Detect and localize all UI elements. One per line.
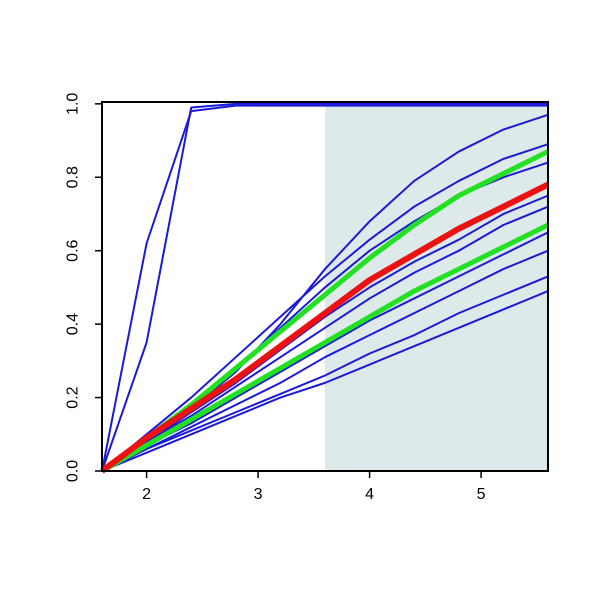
series-line xyxy=(101,249,549,472)
y-tick-label: 0.0 xyxy=(65,460,82,482)
x-tick-label: 3 xyxy=(254,486,263,503)
y-tick-label: 0.2 xyxy=(65,386,82,408)
y-tick-label: 0.6 xyxy=(65,239,82,261)
plot-frame xyxy=(101,101,549,472)
series-line xyxy=(100,222,550,474)
y-tick-label: 1.0 xyxy=(65,93,82,115)
y-tick-label: 0.4 xyxy=(65,313,82,335)
series-line xyxy=(101,104,548,472)
x-tick-label: 4 xyxy=(365,486,374,503)
x-tick-label: 5 xyxy=(477,486,486,503)
series-line xyxy=(100,181,550,474)
series-line xyxy=(101,102,548,472)
x-tick-label: 2 xyxy=(142,486,151,503)
y-tick-label: 0.8 xyxy=(65,166,82,188)
series-line xyxy=(101,143,549,472)
series-line xyxy=(101,205,549,472)
series-line xyxy=(101,290,549,472)
series-line xyxy=(101,275,549,472)
